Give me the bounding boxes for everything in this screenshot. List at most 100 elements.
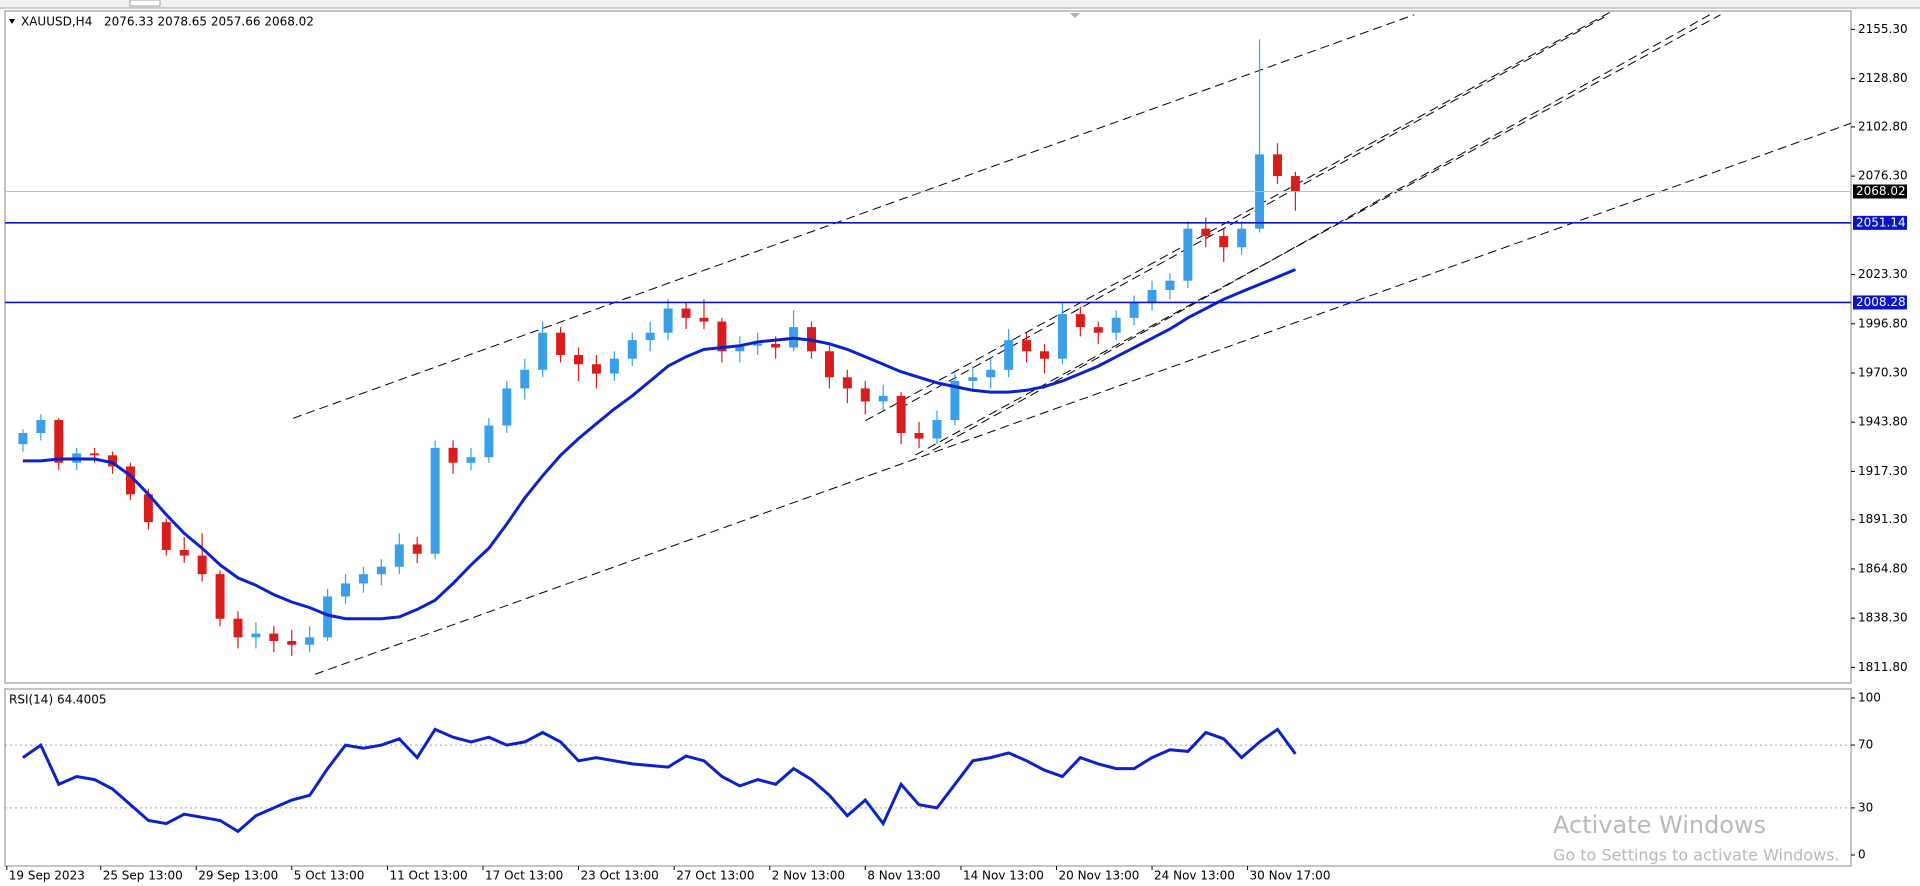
candle-body <box>699 317 709 322</box>
symbol-menu[interactable] <box>9 19 15 24</box>
candle-body <box>681 308 691 318</box>
y-tick-label: 1891.30 <box>1858 512 1908 526</box>
candle-body <box>520 369 530 389</box>
rsi-tick-label: 0 <box>1858 848 1866 862</box>
candle-body <box>735 345 745 352</box>
trendline <box>899 16 1605 409</box>
candle-body <box>143 494 153 523</box>
candle-body <box>1237 228 1247 248</box>
candle-body <box>932 419 942 439</box>
y-tick-label: 2076.30 <box>1858 169 1908 183</box>
trendline <box>932 11 1715 451</box>
level-label-box <box>1853 215 1907 230</box>
y-tick-label: 1917.30 <box>1858 464 1908 478</box>
y-tick-label: 1943.80 <box>1858 415 1908 429</box>
candle-body <box>753 343 763 346</box>
candle-body <box>358 574 368 584</box>
candle-body <box>108 455 118 467</box>
candle-body <box>448 447 458 463</box>
candle-body <box>1075 314 1085 328</box>
candle-body <box>1165 280 1175 290</box>
candle-body <box>556 332 566 355</box>
candle-body <box>1093 327 1103 333</box>
x-tick-label: 2 Nov 13:00 <box>772 869 845 883</box>
moving-average <box>22 268 1296 621</box>
main-panel <box>4 10 1852 684</box>
x-tick-label: 19 Sep 2023 <box>9 869 85 883</box>
x-tick-label: 14 Nov 13:00 <box>963 869 1044 883</box>
candle-body <box>54 419 64 463</box>
candle-body <box>1201 228 1211 237</box>
candle-body <box>824 351 834 378</box>
candle-body <box>1219 236 1229 248</box>
y-tick-label: 2128.80 <box>1858 71 1908 85</box>
last-price-label: 2068.02 <box>1856 184 1906 198</box>
candle-body <box>484 425 494 458</box>
candle-body <box>986 369 996 378</box>
y-tick-label: 2155.30 <box>1858 22 1908 36</box>
candle-body <box>341 583 351 597</box>
x-tick-label: 27 Oct 13:00 <box>676 869 754 883</box>
tab[interactable] <box>129 0 161 7</box>
candle-body <box>717 321 727 352</box>
candle-body <box>1183 228 1193 281</box>
candle-body <box>878 395 888 402</box>
y-tick-label: 1811.80 <box>1858 660 1908 674</box>
candle-body <box>1040 351 1049 359</box>
y-tick-label: 1864.80 <box>1858 561 1908 575</box>
rsi-tick-label: 30 <box>1858 800 1873 814</box>
candle-body <box>215 574 225 619</box>
candle-body <box>287 641 297 645</box>
candle-body <box>430 447 440 554</box>
x-tick-label: 20 Nov 13:00 <box>1059 869 1140 883</box>
candle-body <box>502 388 512 426</box>
x-tick-label: 5 Oct 13:00 <box>294 869 365 883</box>
candle-body <box>90 453 100 456</box>
candle-body <box>896 395 906 433</box>
candle-body <box>950 380 960 420</box>
candle-body <box>1129 302 1139 318</box>
watermark-text: Go to Settings to activate Windows. <box>1553 846 1840 865</box>
candle-body <box>125 466 135 495</box>
x-tick-label: 24 Nov 13:00 <box>1154 869 1235 883</box>
main-plot <box>18 11 1851 675</box>
y-tick-label: 2102.80 <box>1858 119 1908 133</box>
candle-body <box>1004 340 1014 370</box>
rsi-title: RSI(14) 64.4005 <box>9 693 107 707</box>
trendline <box>915 14 1721 456</box>
shift-marker <box>1070 13 1080 18</box>
level-label: 2008.28 <box>1856 295 1906 309</box>
rsi-tick-label: 70 <box>1858 738 1873 752</box>
candle-body <box>251 633 261 638</box>
candle-body <box>1290 176 1300 192</box>
tab-bar <box>0 0 1920 8</box>
y-tick-label: 1838.30 <box>1858 611 1908 625</box>
candle-body <box>1057 314 1067 359</box>
candle-body <box>591 364 601 374</box>
candle-body <box>609 358 619 374</box>
candle-body <box>323 596 333 638</box>
rsi-panel <box>4 688 1852 867</box>
x-tick-label: 17 Oct 13:00 <box>485 869 563 883</box>
candle-body <box>914 432 924 439</box>
candle-body <box>197 555 207 575</box>
candle-body <box>1111 317 1121 333</box>
candle-body <box>412 544 422 554</box>
rsi-tick-label: 100 <box>1858 690 1881 704</box>
ohlc: 2076.33 2078.65 2057.66 2068.02 <box>104 15 314 29</box>
candle-body <box>538 332 548 370</box>
x-tick-label: 29 Sep 13:00 <box>198 869 278 883</box>
candle-body <box>161 522 171 551</box>
candle-body <box>627 340 637 359</box>
y-tick-label: 1996.80 <box>1858 316 1908 330</box>
level-label: 2051.14 <box>1856 215 1906 229</box>
x-tick-label: 30 Nov 17:00 <box>1250 869 1331 883</box>
trendline <box>865 11 1611 422</box>
candle-body <box>376 566 386 575</box>
x-tick-label: 8 Nov 13:00 <box>867 869 940 883</box>
trendline <box>292 14 1415 419</box>
candle-body <box>968 377 978 381</box>
candle-body <box>842 377 852 389</box>
candle-body <box>466 457 476 463</box>
watermark-title: Activate Windows <box>1553 811 1766 839</box>
